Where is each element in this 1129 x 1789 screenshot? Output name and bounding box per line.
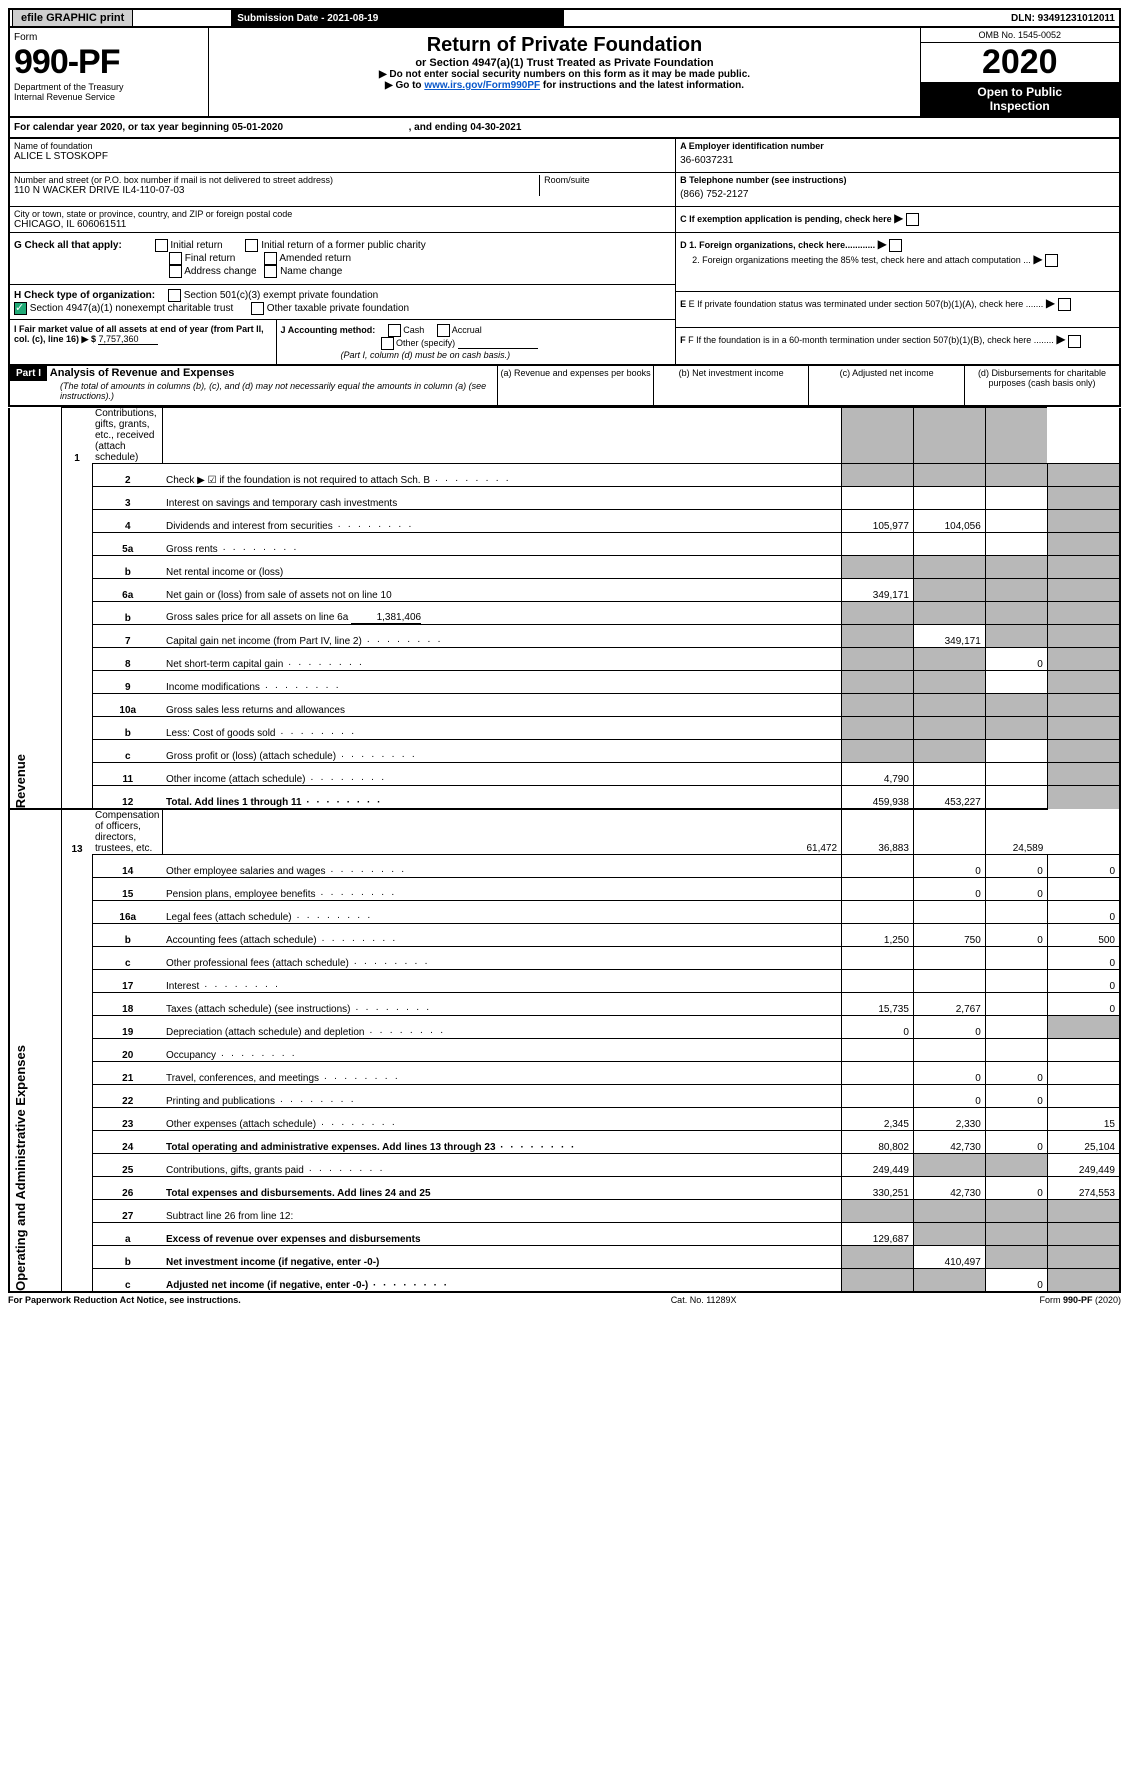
col-b-hdr: (b) Net investment income <box>653 366 809 406</box>
city-label: City or town, state or province, country… <box>14 209 671 219</box>
line-b: b Net investment income (if negative, en… <box>9 1246 1120 1269</box>
dln: DLN: 93491231012011 <box>898 9 1120 27</box>
line-c: c Adjusted net income (if negative, ente… <box>9 1269 1120 1293</box>
line-a: a Excess of revenue over expenses and di… <box>9 1223 1120 1246</box>
line-24: 24 Total operating and administrative ex… <box>9 1131 1120 1154</box>
i-fmv-value: 7,757,360 <box>98 334 158 345</box>
instr-link: ▶ Go to www.irs.gov/Form990PF for instru… <box>219 80 909 91</box>
line-16a: 16a Legal fees (attach schedule) 0 <box>9 901 1120 924</box>
j-note: (Part I, column (d) must be on cash basi… <box>341 350 511 360</box>
j-label: J Accounting method: <box>281 325 376 335</box>
line-b: b Net rental income or (loss) <box>9 556 1120 579</box>
line-13: Operating and Administrative Expenses 13… <box>9 809 1120 855</box>
foundation-name: ALICE L STOSKOPF <box>14 151 671 162</box>
line-19: 19 Depreciation (attach schedule) and de… <box>9 1016 1120 1039</box>
revenue-section-label: Revenue <box>13 754 28 808</box>
line-26: 26 Total expenses and disbursements. Add… <box>9 1177 1120 1200</box>
form-number: 990-PF <box>14 43 204 82</box>
line-22: 22 Printing and publications 0 0 <box>9 1085 1120 1108</box>
footer-right: Form 990-PF (2020) <box>843 1295 1121 1305</box>
line-23: 23 Other expenses (attach schedule) 2,34… <box>9 1108 1120 1131</box>
line-20: 20 Occupancy <box>9 1039 1120 1062</box>
line-14: 14 Other employee salaries and wages 0 0… <box>9 855 1120 878</box>
dept: Department of the Treasury Internal Reve… <box>14 82 204 102</box>
line-11: 11 Other income (attach schedule) 4,790 <box>9 763 1120 786</box>
c-box: C If exemption application is pending, c… <box>676 207 1120 233</box>
part1-table: Revenue 1 Contributions, gifts, grants, … <box>8 407 1121 1293</box>
form-subtitle: or Section 4947(a)(1) Trust Treated as P… <box>219 57 909 69</box>
line-6a: 6a Net gain or (loss) from sale of asset… <box>9 579 1120 602</box>
line-18: 18 Taxes (attach schedule) (see instruct… <box>9 993 1120 1016</box>
line-17: 17 Interest 0 <box>9 970 1120 993</box>
form-title: Return of Private Foundation <box>219 34 909 57</box>
line-b: b Accounting fees (attach schedule) 1,25… <box>9 924 1120 947</box>
c-checkbox[interactable] <box>906 213 919 226</box>
room-label: Room/suite <box>540 175 671 196</box>
line-7: 7 Capital gain net income (from Part IV,… <box>9 625 1120 648</box>
omb: OMB No. 1545-0052 <box>921 28 1119 43</box>
line-8: 8 Net short-term capital gain 0 <box>9 648 1120 671</box>
line-c: c Gross profit or (loss) (attach schedul… <box>9 740 1120 763</box>
ein-value: 36-6037231 <box>680 151 1115 170</box>
form-word: Form <box>14 32 204 43</box>
line-15: 15 Pension plans, employee benefits 0 0 <box>9 878 1120 901</box>
line-b: b Less: Cost of goods sold <box>9 717 1120 740</box>
part1-note: (The total of amounts in columns (b), (c… <box>10 381 497 405</box>
line-25: 25 Contributions, gifts, grants paid 249… <box>9 1154 1120 1177</box>
instr-ssn: ▶ Do not enter social security numbers o… <box>219 69 909 80</box>
line-3: 3 Interest on savings and temporary cash… <box>9 487 1120 510</box>
col-d-hdr: (d) Disbursements for charitable purpose… <box>964 366 1120 406</box>
irs-link[interactable]: www.irs.gov/Form990PF <box>424 80 540 91</box>
phone-label: B Telephone number (see instructions) <box>680 175 1115 185</box>
addr-label: Number and street (or P.O. box number if… <box>14 175 539 185</box>
footer-cat: Cat. No. 11289X <box>565 1295 843 1305</box>
tax-year: 2020 <box>921 43 1119 82</box>
line-2: 2 Check ▶ ☑ if the foundation is not req… <box>9 464 1120 487</box>
city-value: CHICAGO, IL 606061511 <box>14 219 671 230</box>
expenses-section-label: Operating and Administrative Expenses <box>13 1045 28 1291</box>
ein-label: A Employer identification number <box>680 141 1115 151</box>
col-a-hdr: (a) Revenue and expenses per books <box>498 366 654 406</box>
name-label: Name of foundation <box>14 141 671 151</box>
line-1: Revenue 1 Contributions, gifts, grants, … <box>9 408 1120 464</box>
g-label: G Check all that apply: <box>14 240 122 251</box>
calendar-year: For calendar year 2020, or tax year begi… <box>9 118 1120 138</box>
part1-title: Analysis of Revenue and Expenses <box>50 367 235 379</box>
line-b: b Gross sales price for all assets on li… <box>9 602 1120 625</box>
line-4: 4 Dividends and interest from securities… <box>9 510 1120 533</box>
h-label: H Check type of organization: <box>14 290 155 301</box>
submission-date: Submission Date - 2021-08-19 <box>231 9 564 27</box>
top-bar: efile GRAPHIC print Submission Date - 20… <box>8 8 1121 28</box>
line-c: c Other professional fees (attach schedu… <box>9 947 1120 970</box>
footer-left: For Paperwork Reduction Act Notice, see … <box>8 1295 565 1305</box>
addr-value: 110 N WACKER DRIVE IL4-110-07-03 <box>14 185 539 196</box>
h-4947-checkbox[interactable] <box>14 302 27 315</box>
line-5a: 5a Gross rents <box>9 533 1120 556</box>
line-10a: 10a Gross sales less returns and allowan… <box>9 694 1120 717</box>
phone-value: (866) 752-2127 <box>680 185 1115 204</box>
line-21: 21 Travel, conferences, and meetings 0 0 <box>9 1062 1120 1085</box>
efile-button[interactable]: efile GRAPHIC print <box>12 9 133 27</box>
part1-label: Part I <box>10 366 47 381</box>
line-9: 9 Income modifications <box>9 671 1120 694</box>
col-c-hdr: (c) Adjusted net income <box>809 366 965 406</box>
line-12: 12 Total. Add lines 1 through 11 459,938… <box>9 786 1120 810</box>
open-to-public: Open to Public Inspection <box>921 82 1119 116</box>
line-27: 27 Subtract line 26 from line 12: <box>9 1200 1120 1223</box>
